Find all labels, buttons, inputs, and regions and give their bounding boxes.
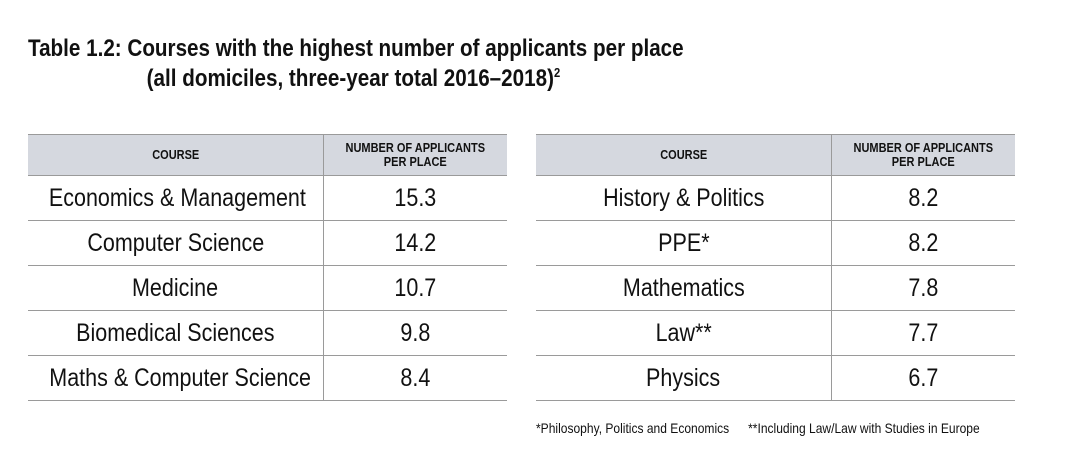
value-cell: 7.8: [831, 265, 1015, 311]
title-footnote-ref: 2: [553, 65, 561, 80]
table-header-row: COURSE NUMBER OF APPLICANTS PER PLACE: [28, 134, 507, 176]
course-column-header: COURSE: [536, 134, 832, 176]
course-column-header: COURSE: [28, 134, 324, 176]
course-cell: Computer Science: [28, 220, 324, 266]
applicants-column-header: NUMBER OF APPLICANTS PER PLACE: [831, 134, 1015, 176]
value-cell: 14.2: [323, 220, 507, 266]
title-line-2-text: (all domiciles, three-year total 2016–20…: [146, 65, 554, 92]
course-cell: Biomedical Sciences: [28, 310, 324, 356]
course-cell: Maths & Computer Science: [28, 355, 324, 401]
table-row: Medicine 10.7: [28, 265, 507, 311]
table-header-row: COURSE NUMBER OF APPLICANTS PER PLACE: [536, 134, 1015, 176]
table-row: Economics & Management 15.3: [28, 175, 507, 221]
value-cell: 6.7: [831, 355, 1015, 401]
footnote-law: **Including Law/Law with Studies in Euro…: [748, 420, 980, 436]
table-row: Law** 7.7: [536, 310, 1015, 356]
course-cell: Mathematics: [536, 265, 832, 311]
value-cell: 8.2: [831, 175, 1015, 221]
course-cell: Physics: [536, 355, 832, 401]
table-row: History & Politics 8.2: [536, 175, 1015, 221]
course-cell: PPE*: [536, 220, 832, 266]
title-line-1: Table 1.2: Courses with the highest numb…: [28, 35, 684, 62]
table-row: Computer Science 14.2: [28, 220, 507, 266]
table-row: Physics 6.7: [536, 355, 1015, 401]
title-line-2: (all domiciles, three-year total 2016–20…: [28, 64, 684, 94]
course-cell: Medicine: [28, 265, 324, 311]
value-cell: 15.3: [323, 175, 507, 221]
footnotes: *Philosophy, Politics and Economics **Inc…: [536, 420, 980, 436]
applicants-table-right: COURSE NUMBER OF APPLICANTS PER PLACE His…: [536, 134, 1015, 401]
table-row: Biomedical Sciences 9.8: [28, 310, 507, 356]
applicants-column-header: NUMBER OF APPLICANTS PER PLACE: [323, 134, 507, 176]
table-title: Table 1.2: Courses with the highest numb…: [28, 34, 684, 94]
value-cell: 8.4: [323, 355, 507, 401]
value-cell: 8.2: [831, 220, 1015, 266]
course-cell: Law**: [536, 310, 832, 356]
table-row: PPE* 8.2: [536, 220, 1015, 266]
value-cell: 7.7: [831, 310, 1015, 356]
value-cell: 9.8: [323, 310, 507, 356]
course-cell: History & Politics: [536, 175, 832, 221]
table-row: Maths & Computer Science 8.4: [28, 355, 507, 401]
course-cell: Economics & Management: [28, 175, 324, 221]
footnote-ppe: *Philosophy, Politics and Economics: [536, 420, 730, 436]
value-cell: 10.7: [323, 265, 507, 311]
table-row: Mathematics 7.8: [536, 265, 1015, 311]
applicants-table-left: COURSE NUMBER OF APPLICANTS PER PLACE Eco…: [28, 134, 507, 401]
